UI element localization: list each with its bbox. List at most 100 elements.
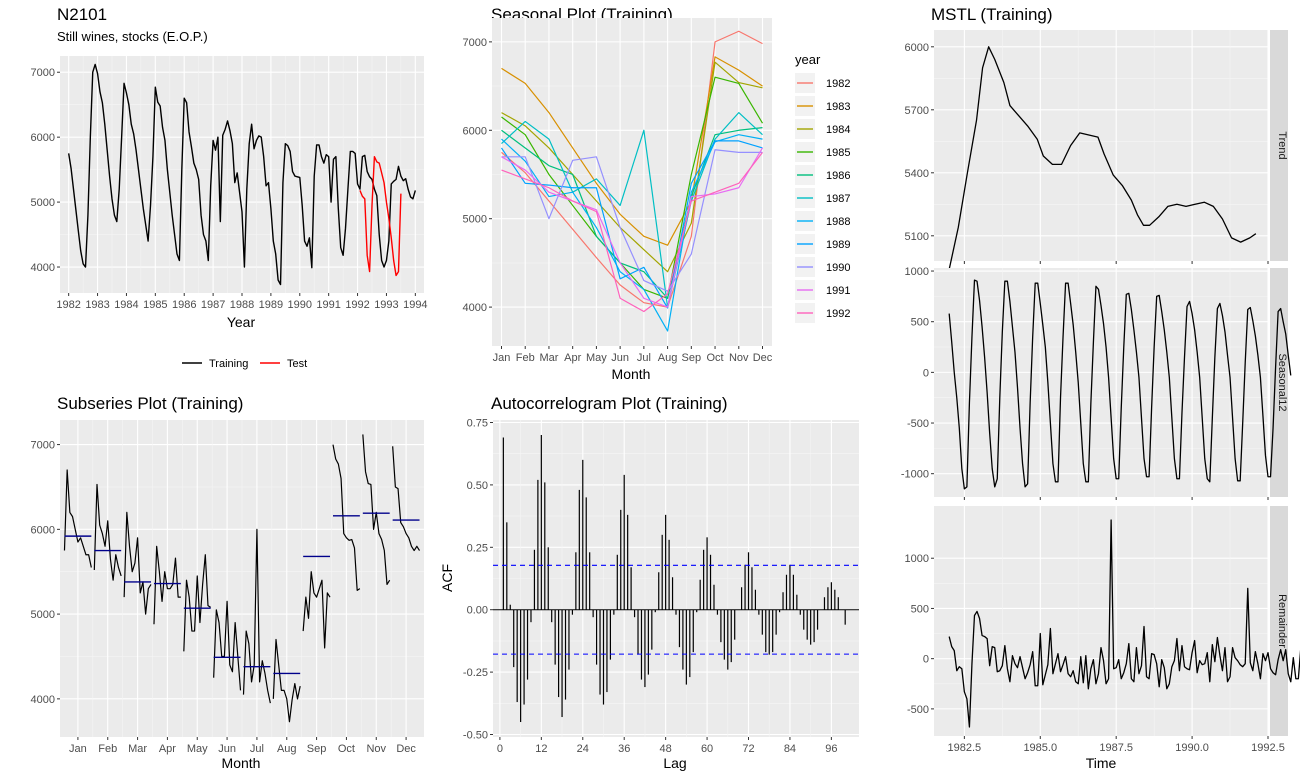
n2101-timeseries-panel: N2101 Still wines, stocks (E.O.P.) Year …	[31, 5, 428, 370]
series-line-training	[67, 63, 417, 286]
subseries-tick-label-x: Jan	[69, 743, 87, 755]
n2101-tick-label-x: 1993	[374, 299, 398, 311]
mstl-seasonal12-tick-label-y: 500	[911, 317, 929, 329]
subseries-tick-label-x: Sep	[307, 743, 327, 755]
seasonal-tick-label-y: 6000	[463, 125, 487, 137]
acf-tick-label-y: 0.75	[467, 417, 488, 429]
n2101-tick-label-x: 1988	[230, 299, 254, 311]
n2101-tick-label-x: 1991	[316, 299, 340, 311]
n2101-x-axis-title: Year	[227, 314, 256, 330]
series-line-1983	[501, 56, 763, 246]
legend-label-training: Training	[209, 358, 248, 370]
acf-y-axis-title: ACF	[439, 564, 455, 592]
series-line-1990	[501, 149, 763, 292]
n2101-tick-label-x: 1989	[259, 299, 283, 311]
subseries-tick-label-x: Nov	[366, 743, 386, 755]
mstl-trend-tick-label-y: 5400	[905, 168, 929, 180]
mstl-panel: MSTL (Training) Time 5100 5400 5700 6000 Tre…	[901, 5, 1300, 771]
mstl-trend-strip-label: Trend	[1276, 131, 1288, 159]
subseries-tick-label-x: Dec	[396, 743, 416, 755]
legend-label-test: Test	[287, 358, 307, 370]
n2101-tick-label-y: 6000	[31, 132, 55, 144]
subseries-tick-label-y: 4000	[31, 694, 55, 706]
seasonal-tick-label-x: Jan	[493, 352, 511, 364]
seasonal-tick-label-x: Aug	[658, 352, 678, 364]
series-line-1992	[501, 152, 763, 313]
mstl-seasonal12-tick-label-y: -1000	[901, 469, 929, 481]
n2101-tick-label-x: 1992	[345, 299, 369, 311]
seasonal-tick-label-y: 5000	[463, 214, 487, 226]
mstl-remainder-tick-label-y: 1000	[905, 553, 929, 565]
legend-label-1983: 1983	[826, 101, 850, 113]
subseries-tick-label-x: Mar	[128, 743, 147, 755]
n2101-tick-label-x: 1986	[172, 299, 196, 311]
subseries-x-axis-title: Month	[222, 755, 261, 771]
mstl-remainder-tick-label-y: 500	[911, 603, 929, 615]
mstl-seasonal12-tick-label-y: 0	[923, 367, 929, 379]
mstl-seasonal12-line	[948, 279, 1292, 490]
subseries-line-jan	[63, 469, 92, 568]
mstl-remainder-tick-label-x: 1987.5	[1099, 742, 1133, 754]
mstl-trend-strip	[1270, 30, 1288, 261]
mstl-trend-line	[948, 46, 1257, 270]
subseries-tick-label-x: Jul	[250, 743, 264, 755]
series-line-1991	[501, 147, 764, 308]
subseries-plot-panel: Subseries Plot (Training) Month 4000 5000…	[31, 394, 424, 771]
seasonal-tick-label-x: Jul	[637, 352, 651, 364]
series-line-1989	[500, 140, 763, 309]
mstl-remainder-tick-label-x: 1990.0	[1175, 742, 1209, 754]
series-line-1987	[501, 112, 763, 308]
seasonal-tick-label-x: Dec	[753, 352, 773, 364]
n2101-tick-label-x: 1990	[288, 299, 312, 311]
acf-tick-label-y: -0.50	[463, 730, 488, 742]
legend-label-1982: 1982	[826, 78, 850, 90]
n2101-legend: Training Test	[182, 358, 307, 370]
subseries-tick-label-x: May	[187, 743, 208, 755]
subseries-line-dec	[392, 446, 421, 552]
subseries-tick-label-x: Feb	[98, 743, 117, 755]
n2101-tick-label-y: 7000	[31, 67, 55, 79]
mstl-remainder-tick-label-y: 0	[923, 654, 929, 666]
acf-tick-label-y: 0.25	[467, 542, 488, 554]
subseries-line-aug	[272, 638, 301, 723]
acf-tick-label-x: 36	[618, 743, 630, 755]
n2101-tick-label-x: 1984	[114, 299, 138, 311]
legend-label-1987: 1987	[826, 193, 850, 205]
legend-label-1992: 1992	[826, 308, 850, 320]
acf-plot-title: Autocorrelogram Plot (Training)	[491, 394, 728, 413]
acf-tick-label-y: 0.00	[467, 605, 488, 617]
seasonal-plot-panel: Seasonal Plot (Training) Month year 4000…	[463, 5, 851, 382]
series-line-1982	[501, 30, 763, 308]
mstl-seasonal12-tick-label-y: 1000	[905, 266, 929, 278]
subseries-line-jun	[213, 600, 242, 691]
acf-tick-label-x: 96	[825, 743, 837, 755]
subseries-tick-label-x: Apr	[159, 743, 176, 755]
legend-label-1984: 1984	[826, 124, 850, 136]
seasonal-tick-label-x: Apr	[564, 352, 581, 364]
seasonal-tick-label-x: May	[586, 352, 607, 364]
subseries-tick-label-x: Aug	[277, 743, 297, 755]
seasonal-tick-label-x: Sep	[682, 352, 702, 364]
n2101-tick-label-x: 1985	[143, 299, 167, 311]
seasonal-tick-label-x: Oct	[706, 352, 723, 364]
mstl-title: MSTL (Training)	[931, 5, 1053, 24]
legend-label-1986: 1986	[826, 170, 850, 182]
acf-tick-label-x: 0	[497, 743, 503, 755]
n2101-tick-label-x: 1983	[85, 299, 109, 311]
seasonal-tick-label-y: 4000	[463, 302, 487, 314]
seasonal-tick-label-x: Nov	[729, 352, 749, 364]
mstl-remainder-plot-background	[934, 506, 1268, 736]
mstl-remainder-tick-label-y: -500	[907, 704, 929, 716]
subseries-tick-label-y: 7000	[31, 440, 55, 452]
mstl-remainder-tick-label-x: 1992.5	[1251, 742, 1285, 754]
acf-tick-label-x: 60	[701, 743, 713, 755]
acf-tick-label-x: 48	[660, 743, 672, 755]
n2101-tick-label-y: 5000	[31, 197, 55, 209]
mstl-remainder-tick-label-x: 1982.5	[948, 742, 982, 754]
mstl-remainder-strip-label: Remainder	[1276, 594, 1288, 648]
series-line-test	[359, 155, 402, 277]
n2101-tick-label-x: 1994	[403, 299, 427, 311]
n2101-subtitle: Still wines, stocks (E.O.P.)	[57, 29, 208, 44]
subseries-line-sep	[302, 571, 331, 649]
